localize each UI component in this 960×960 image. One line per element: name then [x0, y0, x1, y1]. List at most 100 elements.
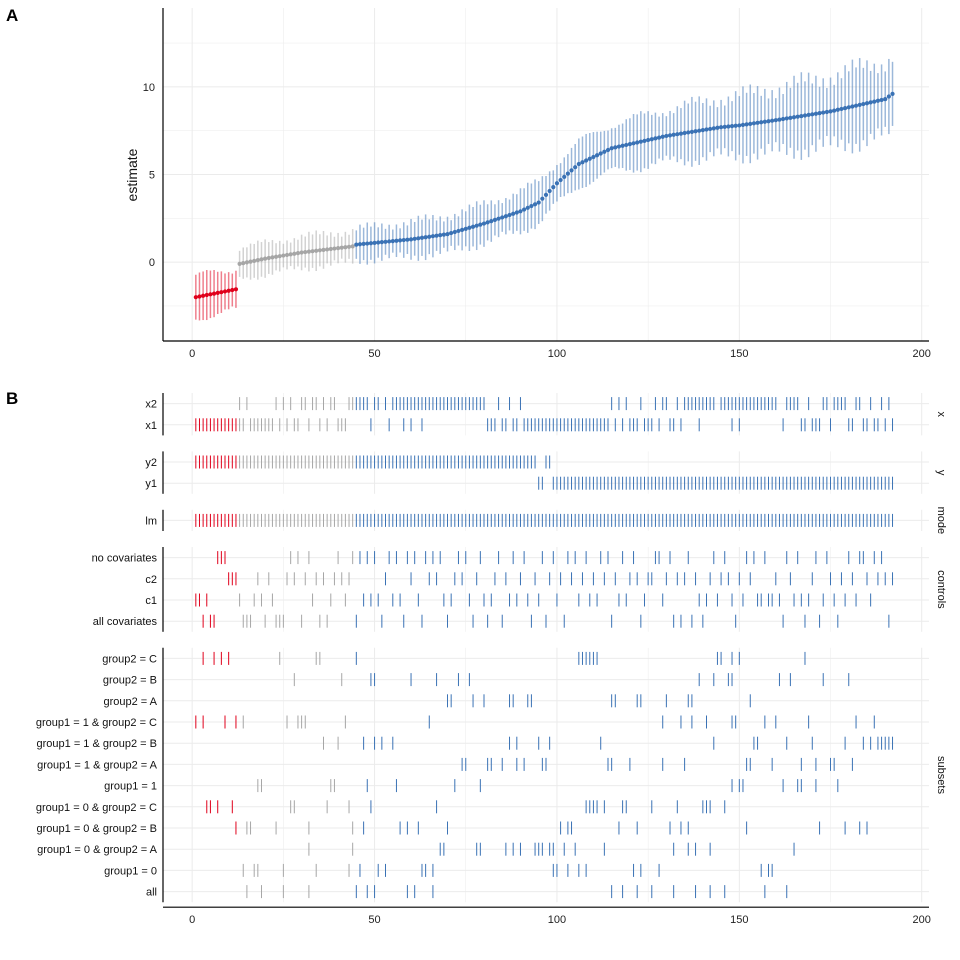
x-tick-label-b: 50: [368, 914, 380, 926]
x-tick-label-b: 100: [548, 914, 566, 926]
estimate-point: [441, 232, 446, 237]
estimate-point: [397, 238, 403, 243]
estimate-point: [883, 97, 888, 102]
estimate-point: [795, 114, 800, 119]
row-label: x2: [145, 399, 157, 411]
estimate-point: [354, 242, 359, 247]
estimate-point: [642, 138, 647, 143]
estimate-point: [303, 249, 308, 255]
estimate-point: [813, 111, 819, 116]
estimate-point: [704, 127, 709, 132]
estimate-point: [853, 103, 859, 108]
row-label: group1 = 0 & group2 = B: [37, 823, 157, 835]
estimate-point: [357, 242, 363, 247]
row-label: group1 = 1: [104, 781, 157, 793]
estimate-point: [729, 124, 735, 129]
estimate-point: [587, 156, 592, 161]
estimate-point: [405, 237, 410, 242]
estimate-point: [430, 234, 436, 239]
estimate-point: [733, 123, 738, 128]
estimate-point: [660, 134, 665, 139]
facet-subsets: group2 = C group2 = B group2 = A group1 = 1…: [36, 647, 947, 903]
estimate-point: [496, 216, 501, 221]
estimate-point: [861, 101, 866, 107]
facet-strip-label: subsets: [935, 756, 947, 794]
row-label: all: [146, 887, 157, 899]
estimate-point: [500, 215, 505, 220]
row-label: group2 = B: [103, 675, 157, 687]
estimate-point: [507, 212, 512, 218]
estimate-point: [252, 258, 257, 263]
estimate-point: [777, 117, 782, 122]
estimate-point: [248, 259, 253, 264]
panel-a-letter: A: [6, 6, 18, 25]
estimate-point: [828, 109, 833, 114]
estimate-point: [835, 107, 840, 112]
estimate-point: [806, 112, 811, 118]
estimate-point: [605, 147, 611, 153]
estimate-point: [288, 252, 293, 257]
estimate-point: [339, 245, 344, 250]
estimate-point: [522, 207, 527, 212]
estimate-point: [766, 119, 771, 124]
estimate-point: [233, 287, 239, 292]
estimate-point: [489, 219, 494, 224]
estimate-point: [270, 255, 275, 260]
estimate-point: [689, 129, 695, 134]
estimate-point: [846, 105, 851, 110]
estimate-point: [412, 236, 417, 241]
estimate-point: [438, 233, 443, 238]
estimate-point: [799, 113, 804, 119]
estimate-point: [598, 151, 603, 156]
estimate-point: [295, 251, 301, 256]
estimate-point: [467, 225, 472, 230]
estimate-point: [755, 120, 760, 125]
estimate-point: [591, 154, 596, 160]
estimate-point: [536, 200, 541, 205]
estimate-point: [273, 254, 279, 259]
estimate-point: [299, 250, 304, 255]
estimate-point: [511, 211, 516, 216]
estimate-point: [620, 143, 625, 148]
estimate-point: [850, 104, 855, 109]
estimate-point: [791, 115, 797, 120]
estimate-point: [744, 122, 749, 127]
estimate-point: [664, 133, 669, 139]
y-tick-label: 5: [149, 170, 155, 182]
estimate-point: [875, 98, 881, 103]
facet-y: y2 y1 y: [145, 451, 947, 494]
estimate-point: [631, 141, 636, 146]
estimate-point: [682, 130, 687, 136]
estimate-point: [569, 168, 574, 173]
estimate-point: [514, 210, 519, 215]
estimate-point: [230, 287, 235, 293]
row-label: group1 = 1 & group2 = B: [37, 738, 157, 750]
estimate-point: [817, 111, 822, 116]
estimate-point: [558, 177, 563, 183]
estimate-point: [759, 120, 764, 125]
row-label: group1 = 0 & group2 = A: [37, 844, 158, 856]
facet-x: x2 x1 x: [145, 393, 947, 436]
facet-strip-label: y: [935, 470, 947, 476]
estimate-point: [445, 231, 450, 237]
estimate-point: [481, 221, 487, 226]
estimate-point: [346, 244, 352, 249]
estimate-point: [843, 106, 848, 111]
estimate-point: [529, 203, 534, 209]
estimate-point: [737, 123, 742, 128]
estimate-point: [788, 115, 793, 120]
estimate-point: [325, 247, 330, 252]
estimate-point: [365, 241, 370, 246]
estimate-point: [452, 229, 457, 235]
estimate-point: [726, 124, 731, 129]
x-tick-label: 200: [913, 348, 931, 360]
estimate-point: [773, 118, 778, 123]
estimate-point: [201, 293, 206, 298]
estimate-point: [667, 133, 673, 138]
estimate-point: [335, 246, 341, 251]
estimate-point: [197, 294, 202, 299]
estimate-point: [872, 99, 877, 104]
estimate-point: [332, 246, 337, 251]
